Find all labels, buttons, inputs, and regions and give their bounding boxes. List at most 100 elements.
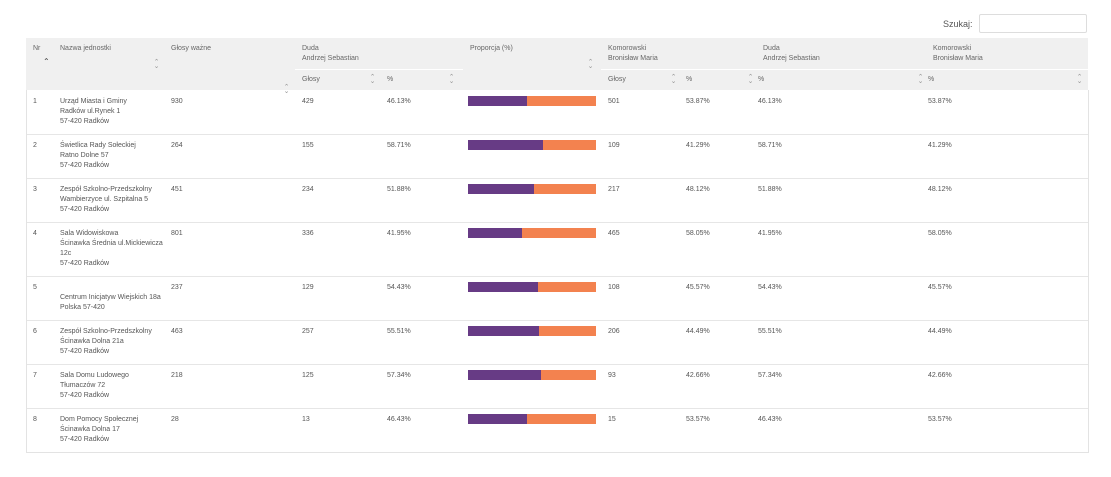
cell-duda-glosy: 125: [302, 371, 314, 379]
cell-duda-pct: 51.88%: [387, 185, 411, 193]
proportion-bar: [468, 325, 596, 336]
cell-kom-pct: 45.57%: [686, 283, 710, 291]
name-line: Sala Widowiskowa: [60, 229, 119, 237]
col-header-kom-glosy-label: Głosy: [608, 75, 626, 83]
col-header-duda[interactable]: Duda Andrzej Sebastian: [295, 38, 463, 70]
col-header-glosy-wazne[interactable]: Głosy ważne ⌃ ⌄: [164, 38, 295, 95]
name-line: Urząd Miasta i Gminy: [60, 97, 127, 105]
name-line: Centrum Inicjatyw Wiejskich 18a: [60, 293, 161, 301]
col-header-kom-b-pct[interactable]: % ⌃ ⌄: [926, 69, 1088, 91]
col-header-duda-b-name: Duda: [763, 45, 780, 52]
proportion-bar-duda: [468, 369, 542, 380]
proportion-bar-duda: [468, 325, 540, 336]
sort-icon[interactable]: ⌃ ⌄: [153, 59, 160, 70]
col-header-nazwa-label: Nazwa jednostki: [60, 45, 111, 52]
cell-kom-pct: 53.57%: [686, 415, 710, 423]
col-header-duda-glosy[interactable]: Głosy ⌃ ⌄: [295, 69, 385, 91]
col-header-duda-b-label: Duda Andrzej Sebastian: [763, 44, 820, 64]
cell-kom-pct-b: 42.66%: [928, 371, 952, 379]
name-line: [60, 283, 161, 293]
name-line: 57-420 Radków: [60, 161, 110, 169]
sort-icon[interactable]: ⌃ ⌄: [283, 84, 290, 95]
name-line: Zespół Szkolno-Przedszkolny: [60, 327, 152, 335]
cell-duda-pct-b: 46.43%: [758, 415, 782, 423]
name-line: Ścinawka Dolna 21a: [60, 337, 124, 345]
sort-icon[interactable]: ⌃ ⌄: [587, 59, 594, 70]
col-header-duda-b-pct[interactable]: % ⌃ ⌄: [756, 69, 926, 91]
name-line: Tłumaczów 72: [60, 381, 106, 389]
col-header-duda-pct[interactable]: % ⌃ ⌄: [385, 69, 463, 91]
table-row: 8 Dom Pomocy Społecznej Ścinawka Dolna 17…: [26, 408, 1088, 452]
name-line: 57-420 Radków: [60, 435, 110, 443]
search-input[interactable]: [979, 14, 1087, 33]
cell-wazne: 28: [171, 415, 179, 423]
cell-duda-pct: 54.43%: [387, 283, 411, 291]
cell-kom-glosy: 217: [608, 185, 620, 193]
col-header-komorowski[interactable]: Komorowski Bronisław Maria: [601, 38, 756, 70]
proportion-bar-duda: [468, 281, 538, 292]
name-line: Wambierzyce ul. Szpitalna 5: [60, 195, 149, 203]
col-header-proporcja-label: Proporcja (%): [470, 45, 513, 52]
cell-nr: 5: [33, 283, 37, 291]
col-header-komorowski-firstnames: Bronisław Maria: [608, 55, 658, 62]
cell-wazne: 451: [171, 185, 183, 193]
cell-name: Urząd Miasta i Gminy Radków ul.Rynek 1 57-…: [60, 97, 127, 127]
sort-icon[interactable]: ⌃ ⌄: [1076, 73, 1083, 85]
name-line: Ścinawka Dolna 17: [60, 425, 120, 433]
cell-wazne: 801: [171, 229, 183, 237]
cell-duda-pct-b: 41.95%: [758, 229, 782, 237]
name-line: Ratno Dolne 57: [60, 151, 109, 159]
cell-name: Centrum Inicjatyw Wiejskich 18a Polska 57…: [60, 283, 161, 313]
name-line: Polska 57-420: [60, 303, 105, 311]
cell-duda-glosy: 129: [302, 283, 314, 291]
results-table: Nr ⌃ Nazwa jednostki ⌃ ⌄ Głosy ważne ⌃ ⌄ D…: [26, 38, 1088, 453]
cell-nr: 1: [33, 97, 37, 105]
table-row: 1 Urząd Miasta i Gminy Radków ul.Rynek 1 5…: [26, 90, 1088, 134]
cell-wazne: 463: [171, 327, 183, 335]
col-header-komorowski-label: Komorowski Bronisław Maria: [608, 44, 658, 64]
proportion-bar-komorowski: [534, 183, 596, 194]
col-header-kom-pct[interactable]: % ⌃ ⌄: [685, 69, 756, 91]
col-header-kom-glosy[interactable]: Głosy ⌃ ⌄: [601, 69, 685, 91]
sort-icon[interactable]: ⌃ ⌄: [670, 73, 677, 85]
sort-icon[interactable]: ⌃ ⌄: [448, 73, 455, 85]
cell-kom-glosy: 501: [608, 97, 620, 105]
name-line: Świetlica Rady Sołeckiej: [60, 141, 136, 149]
cell-kom-pct: 58.05%: [686, 229, 710, 237]
cell-wazne: 237: [171, 283, 183, 291]
proportion-bar: [468, 413, 596, 424]
proportion-bar-duda: [468, 183, 535, 194]
cell-kom-glosy: 108: [608, 283, 620, 291]
cell-duda-glosy: 336: [302, 229, 314, 237]
table-row: 5 Centrum Inicjatyw Wiejskich 18a Polska …: [26, 276, 1088, 320]
cell-duda-pct-b: 55.51%: [758, 327, 782, 335]
proportion-bar-komorowski: [527, 413, 596, 424]
name-line: Zespół Szkolno-Przedszkolny: [60, 185, 152, 193]
col-header-nr-label: Nr: [33, 45, 41, 52]
cell-kom-pct-b: 58.05%: [928, 229, 952, 237]
name-line: 57-420 Radków: [60, 259, 110, 267]
cell-duda-pct-b: 46.13%: [758, 97, 782, 105]
cell-duda-glosy: 257: [302, 327, 314, 335]
cell-duda-pct: 57.34%: [387, 371, 411, 379]
cell-kom-pct-b: 53.87%: [928, 97, 952, 105]
col-header-komorowski-b[interactable]: Komorowski Bronisław Maria: [926, 38, 1088, 70]
cell-nr: 7: [33, 371, 37, 379]
cell-name: Dom Pomocy Społecznej Ścinawka Dolna 17 57…: [60, 415, 138, 445]
sort-icon[interactable]: ⌃ ⌄: [369, 73, 376, 85]
proportion-bar: [468, 281, 596, 292]
cell-name: Sala Widowiskowa Ścinawka Średnia ul.Mick…: [60, 229, 163, 269]
col-header-nr[interactable]: Nr ⌃: [26, 38, 53, 91]
cell-nr: 3: [33, 185, 37, 193]
sort-icon[interactable]: ⌃ ⌄: [747, 73, 754, 85]
proportion-bar-komorowski: [539, 325, 596, 336]
name-line: 57-420 Radków: [60, 117, 110, 125]
col-header-duda-b[interactable]: Duda Andrzej Sebastian: [756, 38, 926, 70]
cell-wazne: 264: [171, 141, 183, 149]
cell-duda-pct: 46.43%: [387, 415, 411, 423]
sort-asc-icon[interactable]: ⌃: [43, 57, 50, 66]
col-header-proporcja[interactable]: Proporcja (%) ⌃ ⌄: [463, 38, 601, 91]
name-line: Radków ul.Rynek 1: [60, 107, 121, 115]
sort-icon[interactable]: ⌃ ⌄: [917, 73, 924, 85]
col-header-nazwa[interactable]: Nazwa jednostki ⌃ ⌄: [53, 38, 164, 91]
